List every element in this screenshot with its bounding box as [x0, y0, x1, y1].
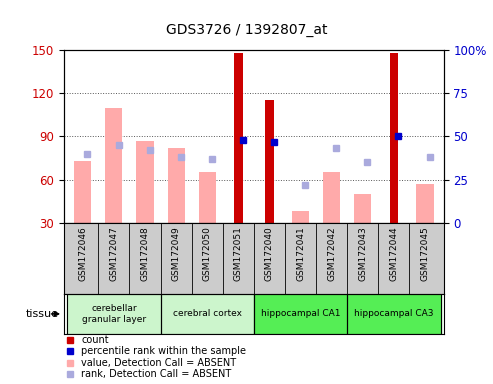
- Text: tissue: tissue: [26, 309, 59, 319]
- Bar: [354, 194, 371, 223]
- Bar: [161, 294, 254, 334]
- Bar: [199, 172, 216, 223]
- Text: GSM172050: GSM172050: [203, 226, 211, 281]
- Text: GSM172049: GSM172049: [172, 226, 180, 281]
- Text: GSM172048: GSM172048: [141, 226, 149, 281]
- Text: GSM172042: GSM172042: [327, 226, 336, 281]
- Bar: [254, 294, 347, 334]
- Bar: [137, 141, 153, 223]
- Bar: [74, 161, 91, 223]
- Bar: [254, 294, 347, 334]
- Text: value, Detection Call = ABSENT: value, Detection Call = ABSENT: [81, 358, 236, 368]
- Text: hippocampal CA1: hippocampal CA1: [261, 310, 340, 318]
- Bar: [417, 184, 433, 223]
- Text: cerebral cortex: cerebral cortex: [173, 310, 242, 318]
- Bar: [161, 294, 254, 334]
- Bar: [323, 172, 340, 223]
- Text: GSM172043: GSM172043: [358, 226, 367, 281]
- Bar: [292, 211, 309, 223]
- Text: GSM172047: GSM172047: [109, 226, 118, 281]
- Text: rank, Detection Call = ABSENT: rank, Detection Call = ABSENT: [81, 369, 231, 379]
- Text: hippocampal CA3: hippocampal CA3: [354, 310, 434, 318]
- Bar: [389, 53, 398, 223]
- Text: GSM172040: GSM172040: [265, 226, 274, 281]
- Text: cerebellar
granular layer: cerebellar granular layer: [82, 304, 146, 324]
- Text: GSM172045: GSM172045: [421, 226, 429, 281]
- Bar: [168, 148, 185, 223]
- Text: GSM172046: GSM172046: [78, 226, 87, 281]
- Text: percentile rank within the sample: percentile rank within the sample: [81, 346, 246, 356]
- Bar: [67, 294, 161, 334]
- Text: GSM172051: GSM172051: [234, 226, 243, 281]
- Bar: [347, 294, 441, 334]
- Bar: [347, 294, 441, 334]
- Text: GDS3726 / 1392807_at: GDS3726 / 1392807_at: [166, 23, 327, 37]
- Bar: [67, 294, 161, 334]
- Bar: [265, 100, 274, 223]
- Text: GSM172044: GSM172044: [389, 226, 398, 281]
- Bar: [234, 53, 243, 223]
- Text: count: count: [81, 335, 109, 345]
- Text: GSM172041: GSM172041: [296, 226, 305, 281]
- Bar: [106, 108, 122, 223]
